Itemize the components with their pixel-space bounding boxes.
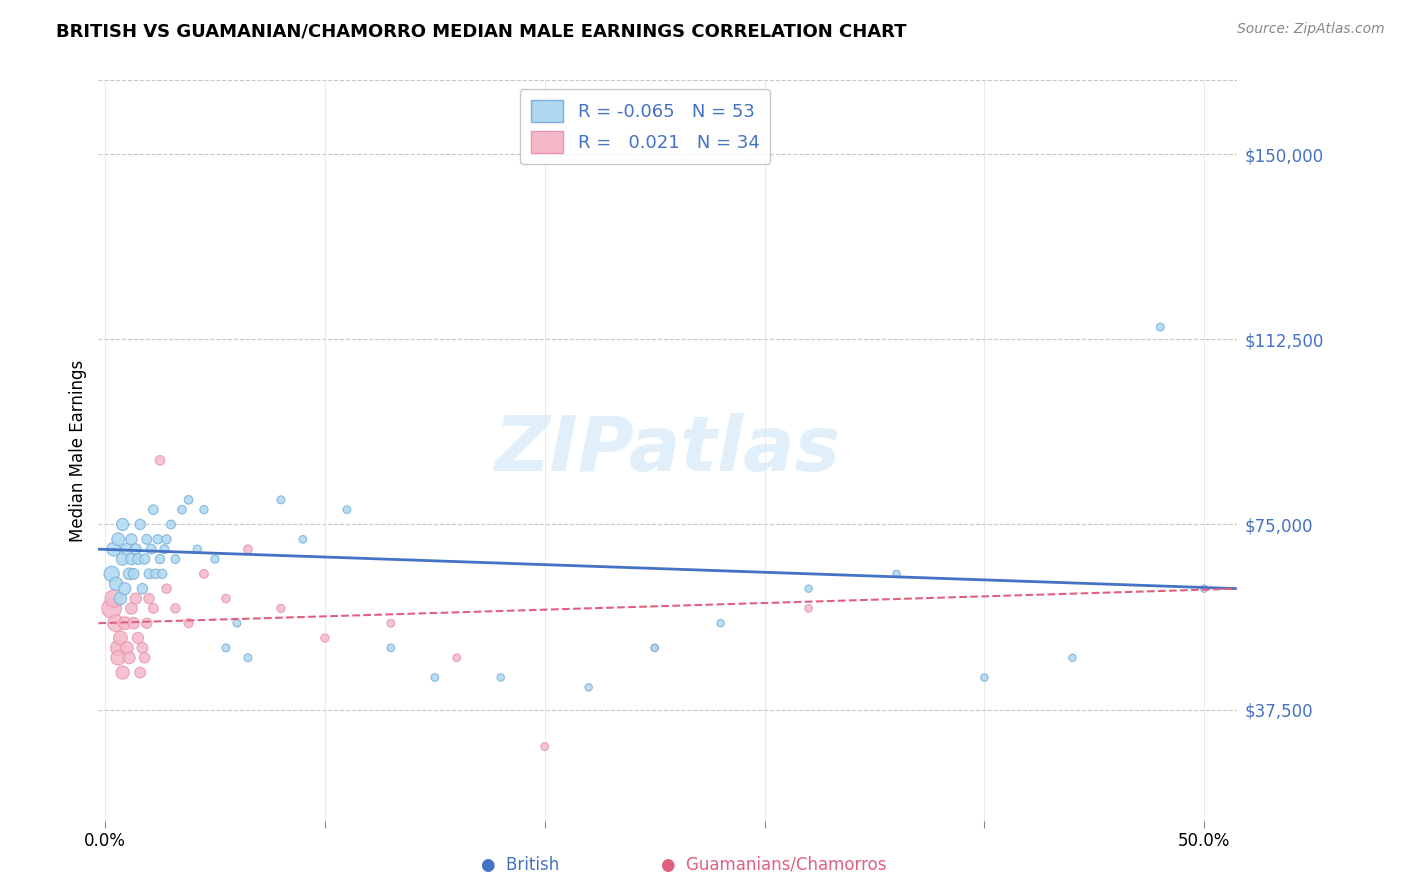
Point: [110, 591, 132, 606]
Point: [160, 517, 183, 532]
Point: [177, 616, 200, 631]
Point: [142, 601, 165, 615]
Point: [291, 533, 314, 547]
Point: [127, 631, 149, 645]
Point: [107, 640, 129, 655]
Point: [165, 601, 187, 615]
Point: [105, 576, 128, 591]
Point: [103, 542, 125, 557]
Point: [105, 616, 128, 631]
Point: [1149, 320, 1171, 334]
Point: [146, 533, 169, 547]
Point: [129, 665, 152, 680]
Point: [270, 601, 292, 615]
Point: [973, 671, 995, 685]
Point: [193, 566, 215, 581]
Point: [177, 492, 200, 507]
Point: [1062, 650, 1084, 665]
Point: [380, 640, 402, 655]
Point: [155, 533, 177, 547]
Text: ZIPatlas: ZIPatlas: [495, 414, 841, 487]
Text: ●  British: ● British: [481, 856, 560, 874]
Point: [314, 631, 336, 645]
Point: [114, 616, 136, 631]
Point: [489, 671, 512, 685]
Text: Source: ZipAtlas.com: Source: ZipAtlas.com: [1237, 22, 1385, 37]
Point: [145, 566, 167, 581]
Point: [122, 566, 145, 581]
Point: [710, 616, 733, 631]
Point: [138, 591, 160, 606]
Point: [165, 552, 187, 566]
Point: [1194, 582, 1216, 596]
Point: [107, 533, 129, 547]
Point: [446, 650, 468, 665]
Point: [125, 591, 148, 606]
Point: [111, 517, 134, 532]
Point: [122, 616, 145, 631]
Text: ●  Guamanians/Chamorros: ● Guamanians/Chamorros: [661, 856, 886, 874]
Point: [141, 542, 163, 557]
Point: [111, 665, 134, 680]
Point: [115, 542, 138, 557]
Point: [138, 566, 160, 581]
Point: [155, 582, 177, 596]
Point: [644, 640, 666, 655]
Point: [644, 640, 666, 655]
Point: [149, 552, 172, 566]
Point: [149, 453, 172, 467]
Point: [120, 533, 142, 547]
Point: [193, 502, 215, 516]
Point: [336, 502, 359, 516]
Point: [134, 650, 156, 665]
Point: [115, 640, 138, 655]
Point: [120, 601, 142, 615]
Point: [131, 582, 153, 596]
Point: [153, 542, 176, 557]
Point: [127, 552, 149, 566]
Point: [118, 650, 141, 665]
Point: [135, 616, 157, 631]
Point: [423, 671, 446, 685]
Point: [186, 542, 208, 557]
Point: [204, 552, 226, 566]
Point: [215, 640, 238, 655]
Point: [111, 552, 134, 566]
Point: [215, 591, 238, 606]
Point: [131, 640, 153, 655]
Point: [129, 517, 152, 532]
Point: [270, 492, 292, 507]
Point: [100, 601, 122, 615]
Point: [533, 739, 555, 754]
Text: BRITISH VS GUAMANIAN/CHAMORRO MEDIAN MALE EARNINGS CORRELATION CHART: BRITISH VS GUAMANIAN/CHAMORRO MEDIAN MAL…: [56, 22, 907, 40]
Point: [578, 681, 600, 695]
Point: [120, 552, 142, 566]
Y-axis label: Median Male Earnings: Median Male Earnings: [69, 359, 87, 541]
Point: [103, 591, 125, 606]
Point: [226, 616, 249, 631]
Point: [135, 533, 157, 547]
Point: [114, 582, 136, 596]
Point: [236, 542, 259, 557]
Point: [110, 631, 132, 645]
Point: [886, 566, 908, 581]
Point: [142, 502, 165, 516]
Point: [380, 616, 402, 631]
Point: [797, 582, 820, 596]
Point: [150, 566, 173, 581]
Point: [134, 552, 156, 566]
Point: [100, 566, 122, 581]
Point: [170, 502, 193, 516]
Point: [107, 650, 129, 665]
Point: [236, 650, 259, 665]
Legend: R = -0.065   N = 53, R =   0.021   N = 34: R = -0.065 N = 53, R = 0.021 N = 34: [520, 89, 770, 164]
Point: [797, 601, 820, 615]
Point: [118, 566, 141, 581]
Point: [125, 542, 148, 557]
